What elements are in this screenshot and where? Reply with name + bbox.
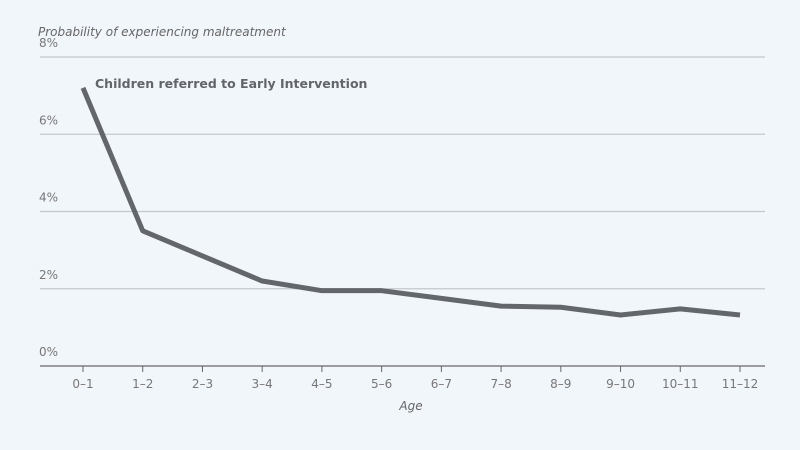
x-tick-label: 4–5 xyxy=(311,377,332,391)
x-tick-label: 11–12 xyxy=(722,377,759,391)
x-tick-label: 7–8 xyxy=(490,377,511,391)
series-line xyxy=(80,86,741,318)
y-tick-label: 0% xyxy=(39,345,58,359)
y-axis-label: Probability of experiencing maltreatment xyxy=(38,25,287,39)
x-tick-label: 10–11 xyxy=(662,377,699,391)
y-tick-label: 8% xyxy=(39,36,58,50)
series-label: Children referred to Early Intervention xyxy=(95,76,367,91)
y-tick-label: 4% xyxy=(39,191,58,205)
x-tick-label: 1–2 xyxy=(132,377,153,391)
x-tick-label: 2–3 xyxy=(192,377,213,391)
y-tick-label: 6% xyxy=(39,113,58,127)
x-axis-label: Age xyxy=(398,399,422,413)
x-tick-label: 9–10 xyxy=(606,377,635,391)
x-tick-label: 5–6 xyxy=(371,377,392,391)
y-tick-label: 2% xyxy=(39,268,58,282)
x-tick-label: 8–9 xyxy=(550,377,571,391)
x-tick-label: 6–7 xyxy=(431,377,452,391)
x-tick-label: 0–1 xyxy=(72,377,93,391)
x-tick-label: 3–4 xyxy=(252,377,273,391)
